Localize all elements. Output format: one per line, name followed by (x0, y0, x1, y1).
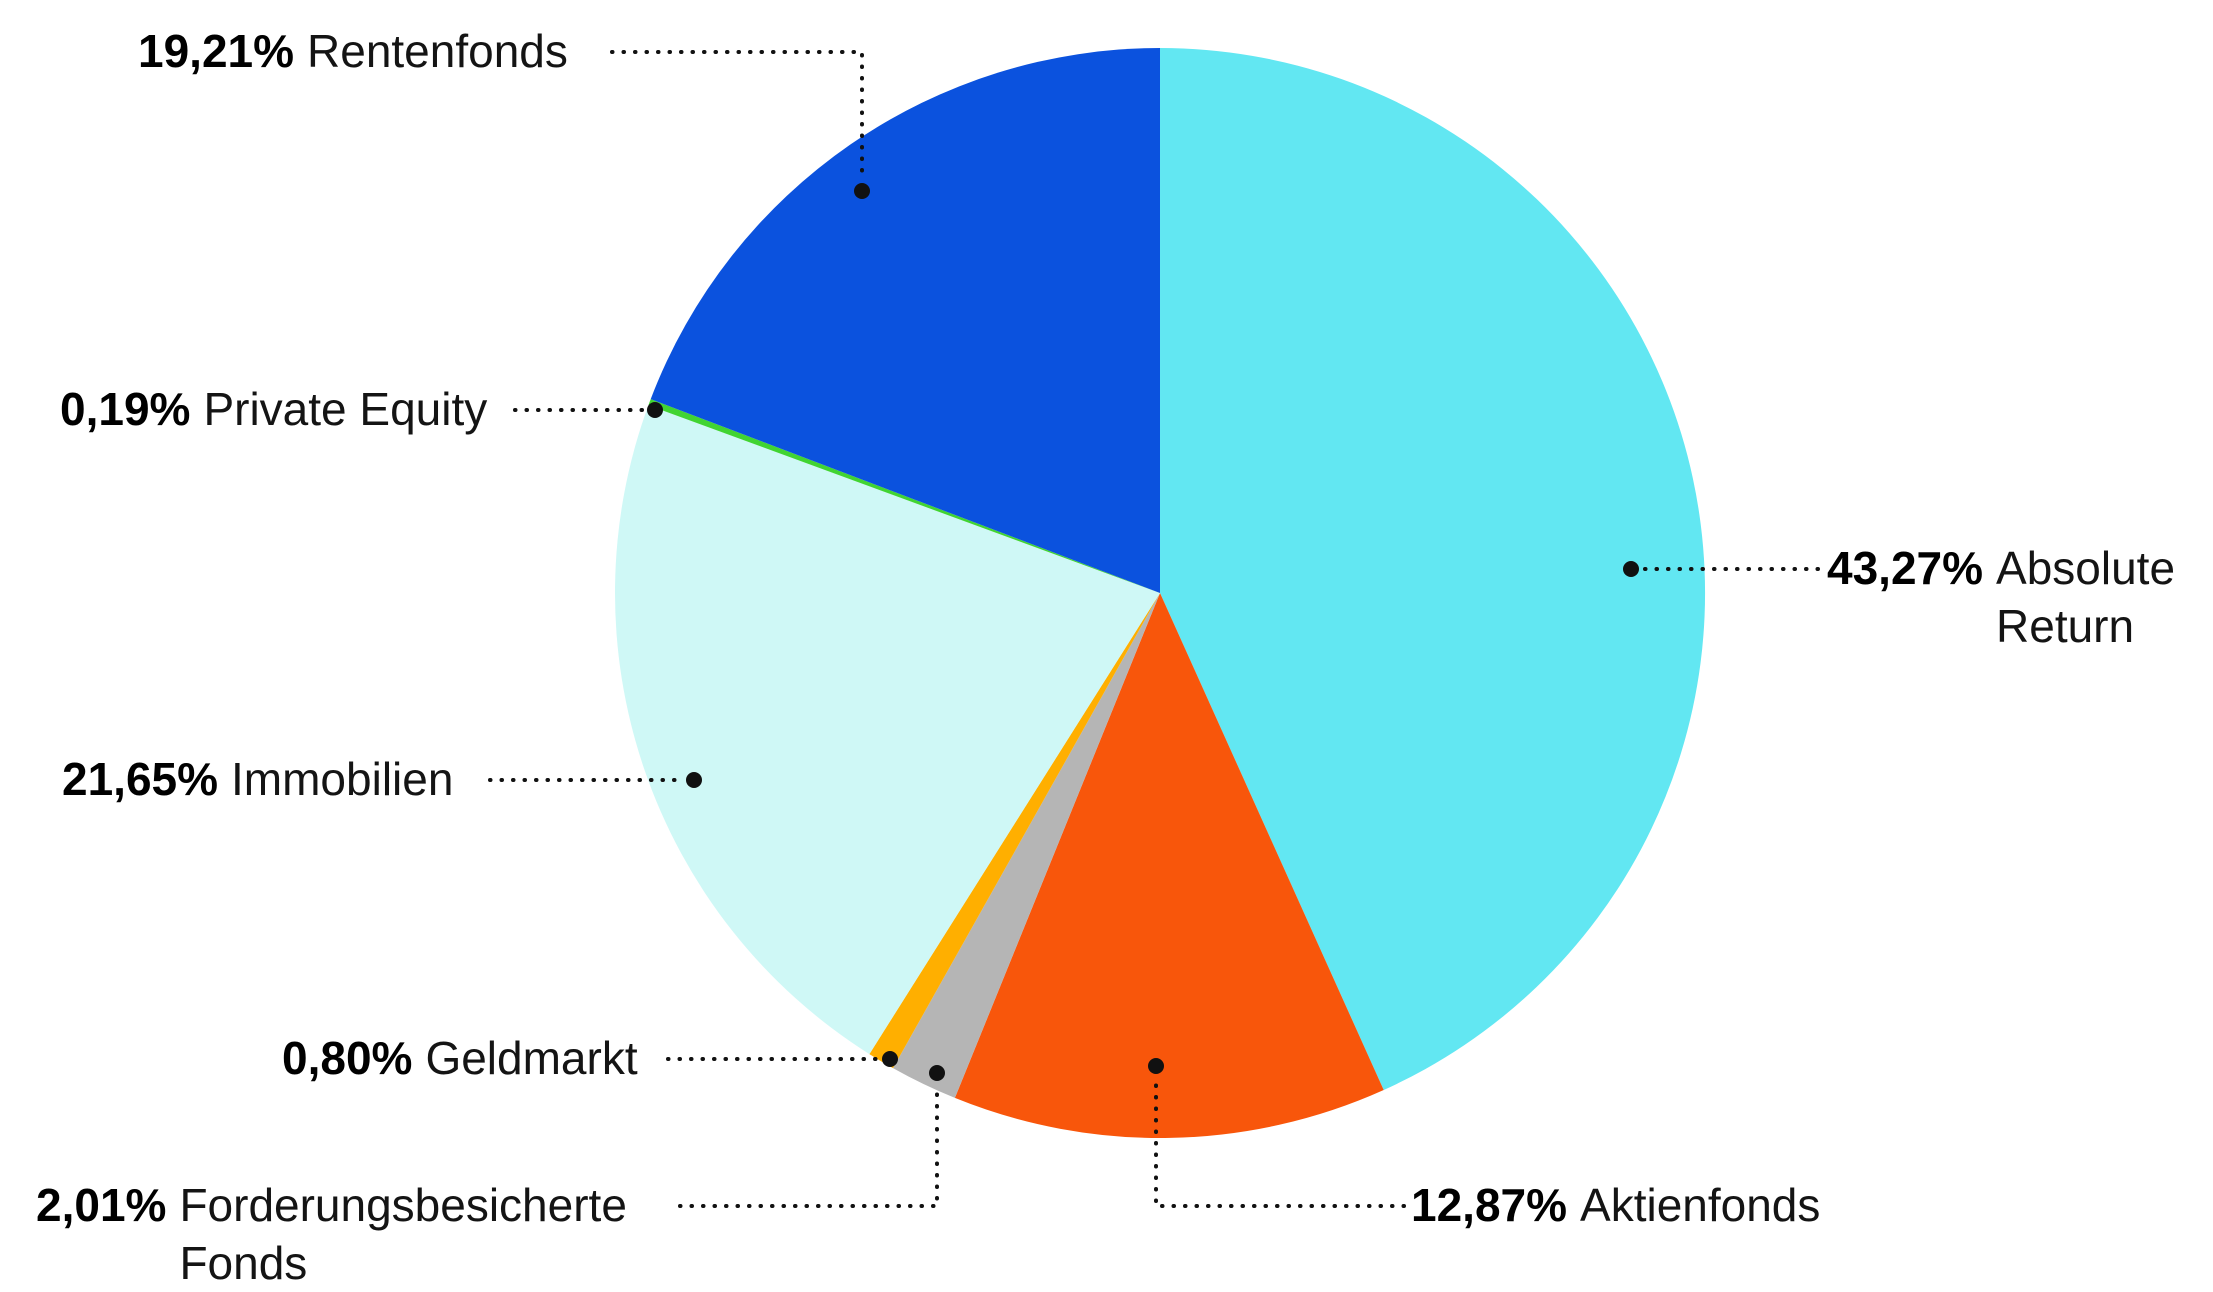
pie-slice-forderungsbesicherte-fonds (893, 593, 1160, 1098)
callout-geldmarkt: 0,80% Geldmarkt (282, 1030, 638, 1088)
pie-slice-aktienfonds (954, 593, 1384, 1138)
slice-label: Absolute Return (1996, 542, 2176, 652)
callout-immobilien: 21,65% Immobilien (62, 751, 453, 809)
slice-label: Aktienfonds (1580, 1179, 1821, 1231)
leader-dot (1148, 1058, 1164, 1074)
leader-dot (929, 1065, 945, 1081)
leader-line (610, 50, 864, 183)
callout-rentenfonds: 19,21% Rentenfonds (138, 23, 568, 81)
percent-value: 21,65% (62, 753, 219, 805)
slice-label: Rentenfonds (307, 25, 568, 77)
percent-value: 0,19% (60, 383, 191, 435)
slice-label: Forderungsbesicherte Fonds (179, 1179, 627, 1289)
callout-aktienfonds: 12,87% Aktienfonds (1411, 1177, 1820, 1235)
slice-label: Private Equity (203, 383, 488, 435)
percent-value: 43,27% (1827, 542, 1984, 594)
percent-value: 12,87% (1411, 1179, 1568, 1231)
percent-value: 0,80% (282, 1032, 413, 1084)
leader-line (1154, 1076, 1406, 1208)
callout-private-equity: 0,19% Private Equity (60, 381, 487, 439)
slice-label: Geldmarkt (425, 1032, 638, 1084)
leader-dot (686, 772, 702, 788)
callout-absolute-return: 43,27% Absolute Return (1827, 540, 2211, 656)
leader-dot (882, 1051, 898, 1067)
leader-dot (1623, 561, 1639, 577)
pie-slice-immobilien (615, 405, 1160, 1055)
pie-slice-private-equity (648, 399, 1160, 593)
callout-forderungsbesicherte-fonds: 2,01% Forderungsbesicherte Fonds (36, 1177, 679, 1292)
pie-slice-geldmarkt (869, 593, 1160, 1069)
slice-label: Immobilien (231, 753, 454, 805)
leader-line (678, 1082, 939, 1208)
leader-dot (854, 183, 870, 199)
pie-slice-absolute-return (1160, 47, 1706, 1090)
percent-value: 2,01% (36, 1179, 167, 1231)
leader-dot (647, 402, 663, 418)
pie-slice-rentenfonds (650, 48, 1160, 593)
percent-value: 19,21% (138, 25, 295, 77)
